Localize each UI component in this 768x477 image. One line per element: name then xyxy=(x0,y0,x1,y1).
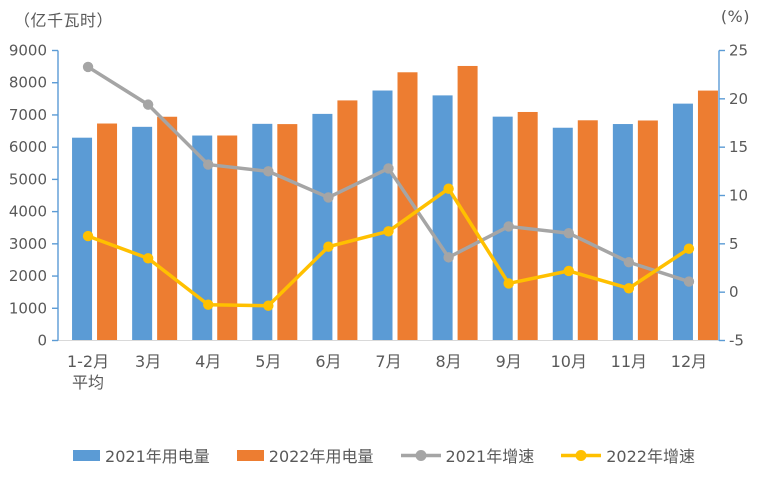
marker-2022年增速-2 xyxy=(142,253,154,264)
marker-2022年增速-6 xyxy=(383,226,394,237)
x-axis-category-label: 10月 xyxy=(551,352,587,371)
right-axis-unit-label: (%) xyxy=(720,7,750,26)
bar-2022年用电量-3 xyxy=(217,135,238,341)
marker-2022年增速-8 xyxy=(503,278,514,289)
chart-legend: 2021年用电量 2022年用电量 2021年增速 2022年增速 xyxy=(0,443,768,467)
x-axis-category-label: 4月 xyxy=(195,352,221,371)
marker-2021年增速-9 xyxy=(563,228,574,239)
marker-2022年增速-9 xyxy=(563,265,574,277)
right-axis-tick-label: 15 xyxy=(729,138,748,156)
x-axis-category-label: 1-2月 xyxy=(67,352,109,371)
x-axis-category-label: 5月 xyxy=(255,352,281,371)
bar-2021年用电量-6 xyxy=(372,90,393,341)
legend-label-2022-growth: 2022年增速 xyxy=(606,447,695,466)
bar-2022年用电量-6 xyxy=(397,72,418,341)
right-axis-tick-label: 25 xyxy=(729,42,748,60)
x-axis-category-label: 6月 xyxy=(315,352,341,371)
left-axis-tick-label: 8000 xyxy=(9,74,47,92)
bar-2022年用电量-4 xyxy=(277,124,298,341)
legend-line-glyph xyxy=(400,449,441,461)
x-axis-category-label: 11月 xyxy=(611,352,647,371)
marker-2022年增速-4 xyxy=(263,300,274,311)
right-axis-tick-label: 5 xyxy=(729,235,739,253)
left-axis-tick-label: 2000 xyxy=(9,267,47,285)
bar-2021年用电量-3 xyxy=(192,135,213,341)
marker-2022年增速-10 xyxy=(623,283,635,294)
marker-2022年增速-1 xyxy=(82,230,94,242)
bar-2022年用电量-10 xyxy=(637,120,658,341)
x-axis-category-label: 7月 xyxy=(375,352,401,371)
bar-2022年用电量-11 xyxy=(697,90,718,341)
marker-2021年增速-11 xyxy=(683,276,695,287)
marker-2021年增速-6 xyxy=(383,163,394,174)
marker-2021年增速-10 xyxy=(623,257,635,268)
right-axis-tick-label: 10 xyxy=(729,187,748,205)
legend-item-2021-growth: 2021年增速 xyxy=(400,443,535,467)
legend-bar-swatch-2021 xyxy=(73,449,101,461)
legend-label-2021-consumption: 2021年用电量 xyxy=(105,447,210,466)
marker-2021年增速-4 xyxy=(263,166,274,177)
bar-2022年用电量-1 xyxy=(97,123,118,341)
marker-2021年增速-5 xyxy=(323,192,334,203)
bar-2022年用电量-7 xyxy=(457,65,478,341)
legend-item-2022-consumption: 2022年用电量 xyxy=(236,443,374,467)
bar-2022年用电量-5 xyxy=(337,100,358,341)
legend-line-marker xyxy=(575,449,587,461)
bar-2021年用电量-4 xyxy=(252,123,273,341)
x-axis-category-label: 12月 xyxy=(671,352,707,371)
x-axis-category-label: 9月 xyxy=(496,352,522,371)
x-axis-category-label: 3月 xyxy=(135,352,161,371)
legend-item-2021-consumption: 2021年用电量 xyxy=(73,443,210,467)
legend-line-glyph xyxy=(561,449,602,461)
marker-2022年增速-11 xyxy=(683,243,695,254)
legend-line-swatch-2022 xyxy=(561,449,602,462)
legend-label-2021-growth: 2021年增速 xyxy=(445,447,535,466)
marker-2022年增速-3 xyxy=(203,299,214,310)
left-axis-tick-label: 4000 xyxy=(9,203,47,221)
bar-2021年用电量-10 xyxy=(612,124,633,341)
bar-2022年用电量-2 xyxy=(157,116,178,341)
bar-2022年用电量-8 xyxy=(517,111,538,341)
marker-2021年增速-2 xyxy=(142,99,154,110)
left-axis-tick-label: 6000 xyxy=(9,138,47,156)
left-axis-tick-label: 9000 xyxy=(9,42,47,60)
legend-label-2022-consumption: 2022年用电量 xyxy=(268,447,374,466)
bar-2021年用电量-7 xyxy=(432,95,453,341)
bar-2021年用电量-5 xyxy=(312,113,333,341)
left-axis-tick-label: 5000 xyxy=(9,170,47,188)
left-axis-unit-label: （亿千瓦时） xyxy=(14,11,114,30)
marker-2022年增速-5 xyxy=(323,241,334,252)
legend-line-marker xyxy=(415,449,426,461)
legend-bar-swatch-2022 xyxy=(236,449,264,461)
right-axis-tick-label: -5 xyxy=(729,332,744,350)
legend-item-2022-growth: 2022年增速 xyxy=(561,443,695,467)
legend-line-swatch-2021 xyxy=(400,449,441,462)
bar-2021年用电量-1 xyxy=(72,137,93,341)
bar-2022年用电量-9 xyxy=(577,120,598,341)
left-axis-tick-label: 0 xyxy=(37,332,47,350)
x-axis-category-label: 8月 xyxy=(435,352,461,371)
marker-2022年增速-7 xyxy=(443,183,454,194)
bar-2021年用电量-11 xyxy=(672,103,693,341)
marker-2021年增速-1 xyxy=(82,61,94,73)
bar-2021年用电量-2 xyxy=(132,126,153,341)
marker-2021年增速-8 xyxy=(503,221,514,232)
x-axis-category-label: 平均 xyxy=(72,373,104,392)
left-axis-tick-label: 7000 xyxy=(9,106,47,124)
marker-2021年增速-7 xyxy=(443,252,454,263)
left-axis-tick-label: 3000 xyxy=(9,235,47,253)
right-axis-tick-label: 0 xyxy=(729,283,739,301)
marker-2021年增速-3 xyxy=(203,159,214,170)
right-axis-tick-label: 20 xyxy=(729,90,748,108)
left-axis-tick-label: 1000 xyxy=(9,299,47,317)
